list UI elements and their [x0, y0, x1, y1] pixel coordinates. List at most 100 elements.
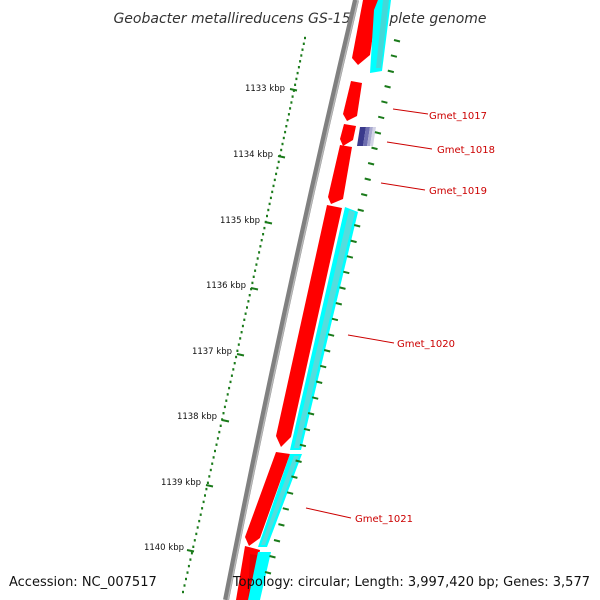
gene-block[interactable]: [376, 0, 389, 68]
feature-tick: [299, 443, 307, 448]
ruler-dot: [196, 526, 199, 529]
feature-tick: [269, 555, 276, 559]
ruler-dot: [221, 418, 224, 421]
ruler-major-ticks: [186, 88, 298, 553]
ruler-dot: [244, 312, 247, 315]
feature-tick: [331, 317, 339, 322]
gene-label-leaders: [305, 108, 433, 519]
ruler-dot: [272, 184, 275, 188]
ruler-dot: [254, 269, 257, 272]
ruler-dot: [273, 178, 276, 182]
ruler-dot: [187, 564, 190, 568]
ruler-dot: [219, 424, 222, 427]
ruler-dot: [256, 257, 259, 260]
ruler-dot: [193, 539, 196, 542]
ruler-dot: [235, 355, 238, 359]
feature-tick: [393, 39, 401, 43]
feature-ticks: [264, 39, 401, 575]
gene-block[interactable]: [340, 124, 356, 146]
tick-label: 1133 kbp: [245, 84, 285, 94]
ruler-dot: [300, 54, 303, 57]
ruler-dot: [185, 577, 187, 581]
ruler-dot: [281, 142, 284, 146]
ruler-dot: [241, 324, 244, 328]
ruler: 1133 kbp 1134 kbp 1135 kbp 1136 kbp 1137…: [144, 36, 306, 594]
gene-block-gmet-1020[interactable]: [276, 205, 342, 447]
ruler-dot: [215, 443, 218, 446]
ruler-major-tick: [264, 221, 273, 225]
gene-block-gmet-1021[interactable]: [245, 452, 290, 546]
genome-summary-text: Topology: circular; Length: 3,997,420 bp…: [232, 575, 590, 590]
ruler-major-tick: [289, 88, 298, 92]
ruler-dot: [258, 251, 261, 254]
ruler-dot: [198, 519, 201, 523]
feature-tick: [374, 131, 382, 135]
feature-tick: [350, 239, 357, 244]
feature-tick: [353, 224, 361, 228]
map-title: Geobacter metallireducens GS-15, complet…: [113, 11, 486, 27]
feature-tick: [295, 459, 302, 463]
gene-block-gmet-1019[interactable]: [328, 145, 352, 204]
ruler-dot: [243, 318, 246, 321]
ruler-dot: [247, 300, 250, 303]
gene-block[interactable]: [352, 0, 378, 65]
tick-label: 1140 kbp: [144, 543, 184, 553]
ruler-dot: [282, 136, 285, 140]
feature-tick: [282, 507, 290, 511]
ruler-dot: [286, 119, 289, 122]
gene-block[interactable]: [248, 552, 271, 600]
feature-tick: [367, 162, 375, 166]
ruler-dot: [252, 275, 255, 278]
gene-block[interactable]: [261, 456, 299, 545]
ruler-dot: [186, 571, 189, 574]
gene-label[interactable]: Gmet_1018: [437, 145, 495, 156]
feature-tick: [311, 396, 319, 400]
ruler-dot: [294, 83, 297, 86]
genome-backbone: [223, 0, 359, 600]
ruler-dot: [216, 437, 219, 440]
ruler-dot: [255, 263, 258, 266]
ruler-major-tick: [205, 484, 214, 488]
tick-label: 1139 kbp: [161, 478, 201, 488]
ruler-dot: [230, 374, 233, 377]
gene-label[interactable]: Gmet_1019: [429, 186, 487, 197]
ruler-dot: [233, 362, 236, 365]
ruler-dot: [209, 468, 212, 472]
ruler-dots: [182, 36, 306, 594]
ruler-dot: [271, 190, 274, 194]
ruler-dot: [277, 160, 280, 164]
ruler-dot: [204, 494, 206, 497]
ruler-dot: [214, 449, 216, 453]
gene-label[interactable]: Gmet_1017: [429, 111, 487, 122]
ruler-dot: [269, 196, 272, 200]
gene-block[interactable]: [294, 210, 355, 448]
feature-tick: [335, 302, 343, 306]
ruler-dot: [201, 507, 204, 510]
feature-tick: [387, 69, 395, 74]
ruler-dot: [195, 532, 198, 536]
feature-tick: [377, 115, 385, 120]
tick-label: 1137 kbp: [192, 347, 232, 357]
feature-tick: [384, 85, 391, 89]
tick-label: 1135 kbp: [220, 216, 260, 226]
ruler-dot: [222, 412, 225, 415]
ruler-dot: [290, 101, 293, 104]
ruler-dot: [190, 552, 193, 555]
ruler-dot: [276, 166, 279, 170]
feature-tick: [339, 286, 346, 290]
ruler-major-tick: [221, 419, 230, 423]
feature-tick: [278, 523, 285, 527]
rna-feature-gmet-1018[interactable]: [357, 127, 376, 146]
gene-label[interactable]: Gmet_1020: [397, 339, 455, 350]
ruler-dot: [260, 239, 263, 242]
feature-tick: [286, 491, 294, 495]
ruler-dot: [218, 430, 221, 434]
feature-tick: [307, 412, 315, 416]
ruler-dot: [284, 130, 287, 134]
ruler-dot: [302, 42, 305, 45]
gene-label[interactable]: Gmet_1021: [355, 514, 413, 525]
ruler-dot: [251, 281, 254, 285]
gene-block-gmet-1017[interactable]: [343, 81, 362, 121]
ruler-dot: [248, 294, 251, 297]
